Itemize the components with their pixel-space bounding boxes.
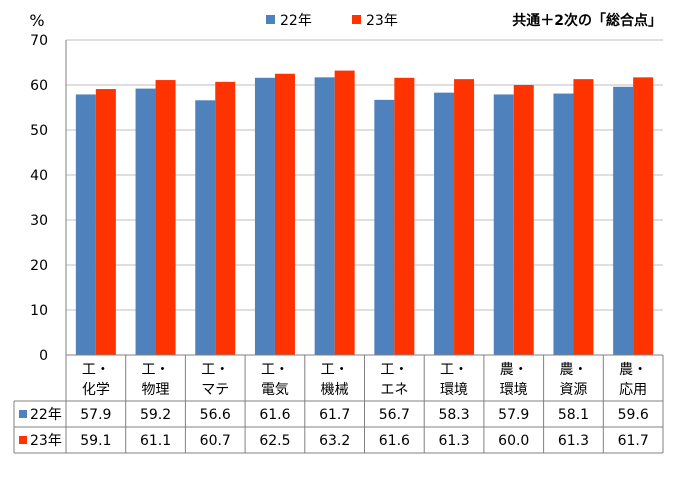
x-tick-label-line2: 機械: [321, 382, 349, 398]
x-tick-label-line1: 農・: [559, 362, 587, 378]
chart-note: 共通＋2次の「総合点」: [512, 12, 662, 29]
bar-series2: [394, 77, 415, 356]
table-value: 59.1: [80, 433, 111, 449]
table-value: 59.2: [140, 407, 171, 423]
y-tick-label: 30: [30, 213, 48, 229]
table-value: 61.7: [319, 407, 350, 423]
table-value: 61.3: [558, 433, 589, 449]
legend-swatch: [266, 15, 275, 24]
x-tick-label-line1: 農・: [619, 362, 647, 378]
table-value: 58.3: [438, 407, 469, 423]
y-tick-label: 10: [30, 303, 48, 319]
table-value: 61.6: [259, 407, 290, 423]
bar-series2: [155, 80, 176, 356]
x-tick-label-line2: 環境: [440, 382, 468, 398]
y-tick-label: 50: [30, 123, 48, 139]
bar-series2: [334, 70, 355, 355]
table-legend-key: [19, 436, 27, 444]
y-tick-label: 0: [39, 348, 48, 364]
data-table: 22年 57.9 59.2 56.6 61.6 61.7 56.7 58.3 57.9 58.1 5…: [13, 355, 664, 454]
x-tick-label-line1: 工・: [201, 362, 229, 378]
table-value: 60.7: [200, 433, 231, 449]
x-tick-label-line1: 工・: [261, 362, 289, 378]
x-tick-label-line1: 工・: [321, 362, 349, 378]
table-value: 61.7: [618, 433, 649, 449]
bars: [75, 70, 654, 356]
table-value: 59.6: [618, 407, 649, 423]
y-tick-label: 70: [30, 33, 48, 49]
bar-series2: [573, 79, 594, 356]
x-tick-label-line2: 化学: [82, 382, 110, 398]
x-tick-label-line2: 応用: [619, 382, 647, 398]
legend-label: 23年: [366, 13, 398, 29]
bar-series2: [95, 89, 116, 356]
x-tick-label-line2: 資源: [559, 382, 587, 398]
legend-swatch: [352, 15, 361, 24]
table-value: 57.9: [80, 407, 111, 423]
bar-series2: [215, 81, 236, 355]
y-tick-label: 60: [30, 78, 48, 94]
table-value: 63.2: [319, 433, 350, 449]
bar-series1: [75, 94, 96, 355]
table-value: 61.6: [379, 433, 410, 449]
table-value: 58.1: [558, 407, 589, 423]
table-value: 56.6: [200, 407, 231, 423]
bar-series1: [254, 77, 275, 356]
x-tick-label-line2: 環境: [500, 382, 528, 398]
bar-series1: [314, 77, 335, 355]
x-tick-label-line1: 工・: [440, 362, 468, 378]
table-value: 60.0: [498, 433, 529, 449]
bar-series2: [454, 79, 475, 356]
x-tick-label-line1: 工・: [380, 362, 408, 378]
legend-label: 22年: [280, 13, 312, 29]
bar-series2: [513, 85, 534, 355]
bar-series1: [135, 88, 156, 355]
x-tick-label-line1: 農・: [500, 362, 528, 378]
bar-series2: [274, 73, 295, 355]
x-tick-label-line2: エネ: [380, 382, 408, 398]
x-tick-label-line2: 電気: [261, 382, 289, 398]
bar-series1: [553, 93, 574, 356]
table-value: 61.1: [140, 433, 171, 449]
bar-series1: [374, 99, 395, 355]
x-tick-label-line2: マテ: [201, 382, 229, 398]
bar-series1: [195, 100, 216, 355]
bar-series1: [434, 92, 455, 356]
table-series-label: 23年: [30, 433, 62, 449]
x-tick-label-line1: 工・: [82, 362, 110, 378]
table-value: 57.9: [498, 407, 529, 423]
y-axis-tick-labels: 0 10 20 30 40 50 60 70: [30, 33, 48, 364]
bar-series1: [613, 86, 634, 356]
y-axis-unit-label: %: [29, 11, 44, 30]
bar-series2: [633, 77, 654, 355]
table-series-label: 22年: [30, 407, 62, 423]
table-legend-key: [19, 410, 27, 418]
x-tick-label-line2: 物理: [142, 382, 170, 398]
x-axis: 工・化学 工・物理 工・マテ 工・電気 工・機械 工・エネ 工・環境 農・環境 農・資源 農・応用: [65, 40, 663, 398]
bar-series1: [493, 94, 514, 355]
table-value: 61.3: [438, 433, 469, 449]
y-tick-label: 40: [30, 168, 48, 184]
table-value: 56.7: [379, 407, 410, 423]
table-value: 62.5: [259, 433, 290, 449]
y-tick-label: 20: [30, 258, 48, 274]
legend: 22年 23年: [266, 13, 398, 29]
x-tick-label-line1: 工・: [142, 362, 170, 378]
